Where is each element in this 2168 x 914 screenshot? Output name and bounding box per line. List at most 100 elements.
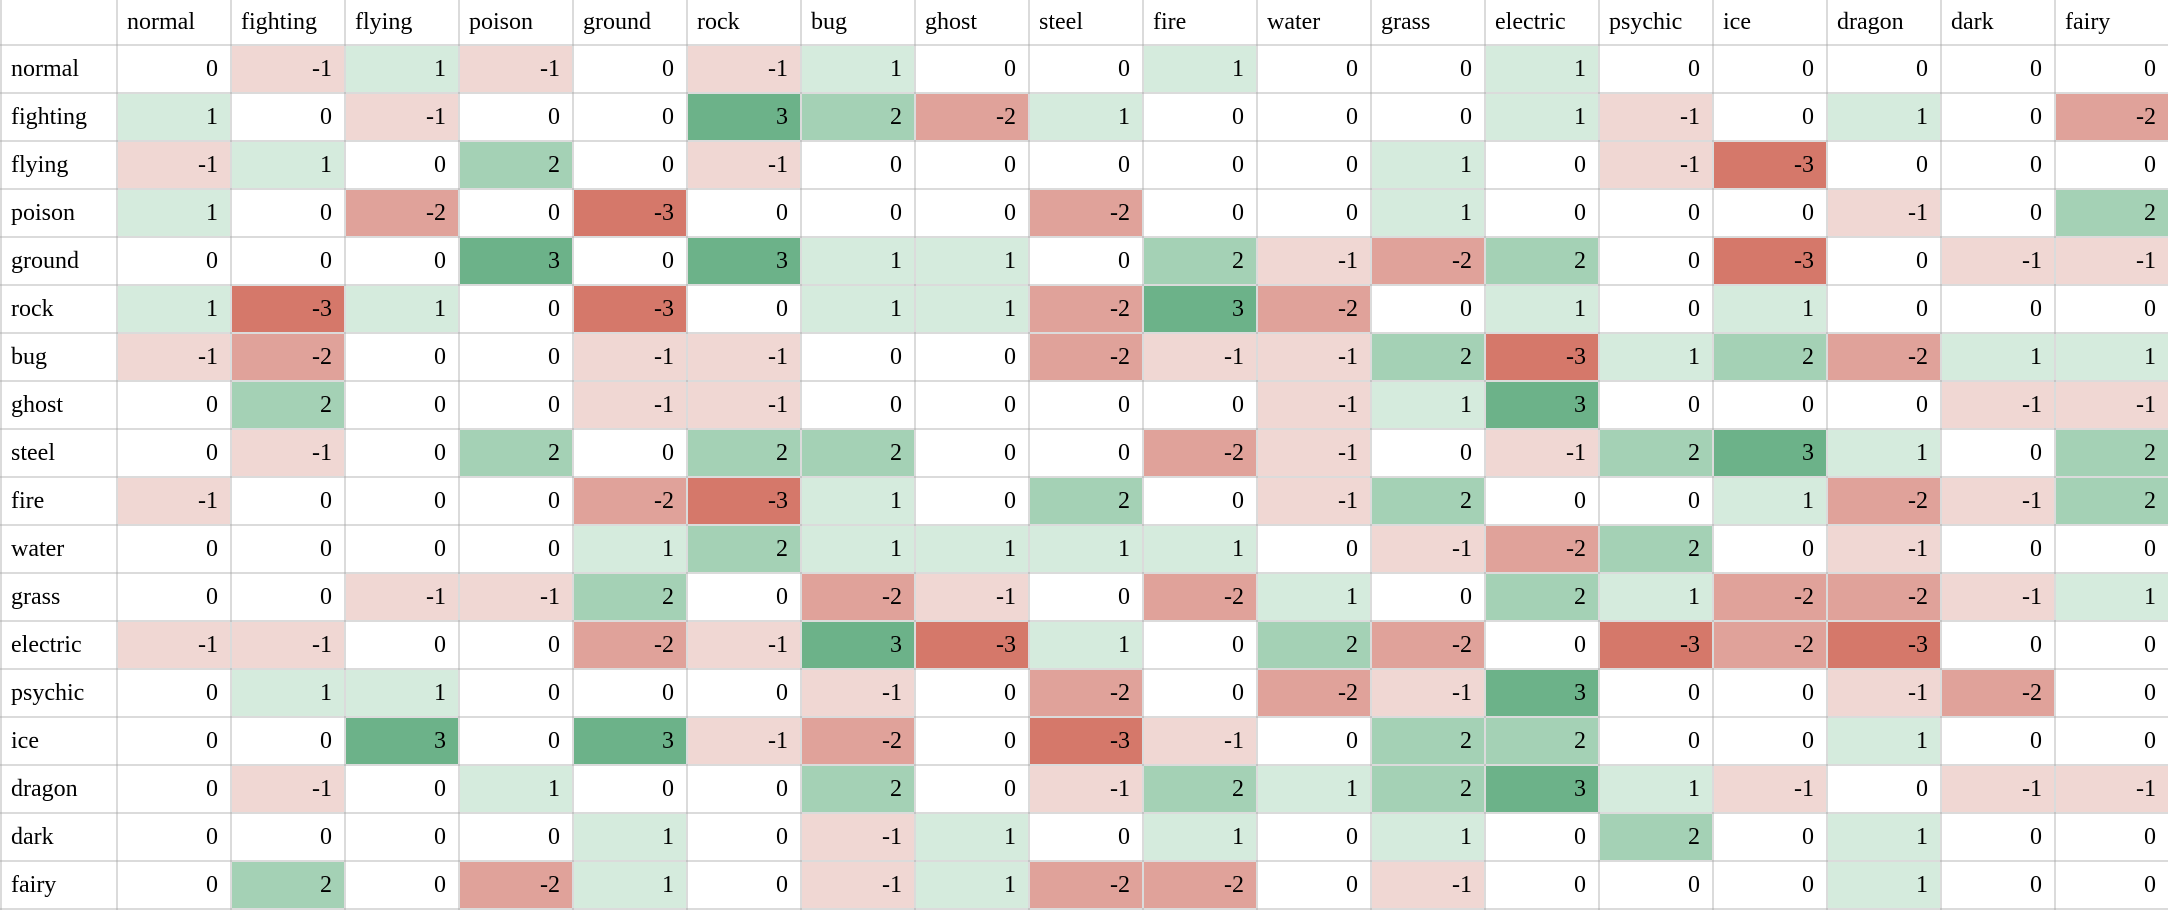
matrix-cell-dark-rock[interactable]: 0 xyxy=(686,812,802,862)
matrix-cell-electric-dark[interactable]: 0 xyxy=(1940,620,2056,670)
matrix-cell-water-grass[interactable]: -1 xyxy=(1370,524,1486,574)
matrix-cell-fighting-ground[interactable]: 0 xyxy=(572,92,688,142)
matrix-cell-fairy-ground[interactable]: 1 xyxy=(572,860,688,910)
matrix-cell-water-poison[interactable]: 0 xyxy=(458,524,574,574)
matrix-cell-grass-ghost[interactable]: -1 xyxy=(914,572,1030,622)
matrix-cell-psychic-dragon[interactable]: -1 xyxy=(1826,668,1942,718)
matrix-cell-ghost-fairy[interactable]: -1 xyxy=(2054,380,2168,430)
matrix-cell-grass-grass[interactable]: 0 xyxy=(1370,572,1486,622)
matrix-cell-fighting-fighting[interactable]: 0 xyxy=(230,92,346,142)
matrix-cell-fighting-grass[interactable]: 0 xyxy=(1370,92,1486,142)
matrix-cell-poison-ghost[interactable]: 0 xyxy=(914,188,1030,238)
matrix-cell-electric-ice[interactable]: -2 xyxy=(1712,620,1828,670)
matrix-cell-ice-steel[interactable]: -3 xyxy=(1028,716,1144,766)
row-header-ghost[interactable]: ghost xyxy=(0,380,118,430)
matrix-cell-grass-ice[interactable]: -2 xyxy=(1712,572,1828,622)
column-header-water[interactable]: water xyxy=(1256,0,1372,46)
matrix-cell-dark-poison[interactable]: 0 xyxy=(458,812,574,862)
matrix-cell-electric-ghost[interactable]: -3 xyxy=(914,620,1030,670)
matrix-cell-psychic-grass[interactable]: -1 xyxy=(1370,668,1486,718)
matrix-cell-grass-water[interactable]: 1 xyxy=(1256,572,1372,622)
matrix-cell-normal-fire[interactable]: 1 xyxy=(1142,44,1258,94)
matrix-cell-fire-flying[interactable]: 0 xyxy=(344,476,460,526)
matrix-cell-water-steel[interactable]: 1 xyxy=(1028,524,1144,574)
matrix-cell-flying-water[interactable]: 0 xyxy=(1256,140,1372,190)
matrix-cell-fairy-grass[interactable]: -1 xyxy=(1370,860,1486,910)
matrix-cell-poison-fairy[interactable]: 2 xyxy=(2054,188,2168,238)
matrix-cell-fire-normal[interactable]: -1 xyxy=(116,476,232,526)
column-header-steel[interactable]: steel xyxy=(1028,0,1144,46)
matrix-cell-flying-grass[interactable]: 1 xyxy=(1370,140,1486,190)
matrix-cell-ice-flying[interactable]: 3 xyxy=(344,716,460,766)
row-header-fairy[interactable]: fairy xyxy=(0,860,118,910)
matrix-cell-ice-dragon[interactable]: 1 xyxy=(1826,716,1942,766)
matrix-cell-fairy-dragon[interactable]: 1 xyxy=(1826,860,1942,910)
matrix-cell-bug-ghost[interactable]: 0 xyxy=(914,332,1030,382)
matrix-cell-bug-psychic[interactable]: 1 xyxy=(1598,332,1714,382)
matrix-cell-rock-psychic[interactable]: 0 xyxy=(1598,284,1714,334)
column-header-dragon[interactable]: dragon xyxy=(1826,0,1942,46)
matrix-cell-fighting-normal[interactable]: 1 xyxy=(116,92,232,142)
matrix-cell-flying-flying[interactable]: 0 xyxy=(344,140,460,190)
matrix-cell-ground-flying[interactable]: 0 xyxy=(344,236,460,286)
matrix-cell-dark-grass[interactable]: 1 xyxy=(1370,812,1486,862)
row-header-steel[interactable]: steel xyxy=(0,428,118,478)
matrix-cell-fire-rock[interactable]: -3 xyxy=(686,476,802,526)
column-header-electric[interactable]: electric xyxy=(1484,0,1600,46)
matrix-cell-electric-dragon[interactable]: -3 xyxy=(1826,620,1942,670)
matrix-cell-fighting-ice[interactable]: 0 xyxy=(1712,92,1828,142)
matrix-cell-ice-psychic[interactable]: 0 xyxy=(1598,716,1714,766)
row-header-ground[interactable]: ground xyxy=(0,236,118,286)
column-header-fighting[interactable]: fighting xyxy=(230,0,346,46)
matrix-cell-ice-ice[interactable]: 0 xyxy=(1712,716,1828,766)
matrix-cell-electric-electric[interactable]: 0 xyxy=(1484,620,1600,670)
matrix-cell-dragon-dragon[interactable]: 0 xyxy=(1826,764,1942,814)
row-header-poison[interactable]: poison xyxy=(0,188,118,238)
matrix-cell-grass-dark[interactable]: -1 xyxy=(1940,572,2056,622)
matrix-cell-poison-flying[interactable]: -2 xyxy=(344,188,460,238)
matrix-cell-dark-fighting[interactable]: 0 xyxy=(230,812,346,862)
matrix-cell-dark-steel[interactable]: 0 xyxy=(1028,812,1144,862)
column-header-ice[interactable]: ice xyxy=(1712,0,1828,46)
matrix-cell-dark-dragon[interactable]: 1 xyxy=(1826,812,1942,862)
matrix-cell-normal-steel[interactable]: 0 xyxy=(1028,44,1144,94)
matrix-cell-water-ice[interactable]: 0 xyxy=(1712,524,1828,574)
matrix-cell-fire-poison[interactable]: 0 xyxy=(458,476,574,526)
row-header-dragon[interactable]: dragon xyxy=(0,764,118,814)
matrix-cell-fire-psychic[interactable]: 0 xyxy=(1598,476,1714,526)
matrix-cell-poison-psychic[interactable]: 0 xyxy=(1598,188,1714,238)
matrix-cell-water-rock[interactable]: 2 xyxy=(686,524,802,574)
matrix-cell-poison-ice[interactable]: 0 xyxy=(1712,188,1828,238)
matrix-cell-flying-ghost[interactable]: 0 xyxy=(914,140,1030,190)
matrix-cell-normal-fairy[interactable]: 0 xyxy=(2054,44,2168,94)
matrix-cell-rock-steel[interactable]: -2 xyxy=(1028,284,1144,334)
matrix-cell-ghost-rock[interactable]: -1 xyxy=(686,380,802,430)
column-header-psychic[interactable]: psychic xyxy=(1598,0,1714,46)
matrix-cell-ground-ground[interactable]: 0 xyxy=(572,236,688,286)
matrix-cell-ghost-electric[interactable]: 3 xyxy=(1484,380,1600,430)
matrix-cell-ground-poison[interactable]: 3 xyxy=(458,236,574,286)
matrix-cell-fighting-psychic[interactable]: -1 xyxy=(1598,92,1714,142)
matrix-cell-grass-ground[interactable]: 2 xyxy=(572,572,688,622)
matrix-cell-ice-ghost[interactable]: 0 xyxy=(914,716,1030,766)
matrix-cell-bug-poison[interactable]: 0 xyxy=(458,332,574,382)
matrix-cell-ground-psychic[interactable]: 0 xyxy=(1598,236,1714,286)
row-header-bug[interactable]: bug xyxy=(0,332,118,382)
matrix-cell-fighting-dragon[interactable]: 1 xyxy=(1826,92,1942,142)
matrix-cell-bug-flying[interactable]: 0 xyxy=(344,332,460,382)
matrix-cell-dragon-ice[interactable]: -1 xyxy=(1712,764,1828,814)
matrix-cell-ice-water[interactable]: 0 xyxy=(1256,716,1372,766)
matrix-cell-dark-water[interactable]: 0 xyxy=(1256,812,1372,862)
matrix-cell-rock-ground[interactable]: -3 xyxy=(572,284,688,334)
matrix-cell-ghost-fighting[interactable]: 2 xyxy=(230,380,346,430)
matrix-cell-ground-normal[interactable]: 0 xyxy=(116,236,232,286)
matrix-cell-steel-ghost[interactable]: 0 xyxy=(914,428,1030,478)
row-header-dark[interactable]: dark xyxy=(0,812,118,862)
matrix-cell-ice-normal[interactable]: 0 xyxy=(116,716,232,766)
matrix-cell-rock-dark[interactable]: 0 xyxy=(1940,284,2056,334)
matrix-cell-poison-fighting[interactable]: 0 xyxy=(230,188,346,238)
matrix-cell-flying-ground[interactable]: 0 xyxy=(572,140,688,190)
matrix-cell-dragon-fire[interactable]: 2 xyxy=(1142,764,1258,814)
matrix-cell-psychic-fire[interactable]: 0 xyxy=(1142,668,1258,718)
matrix-cell-fairy-fairy[interactable]: 0 xyxy=(2054,860,2168,910)
